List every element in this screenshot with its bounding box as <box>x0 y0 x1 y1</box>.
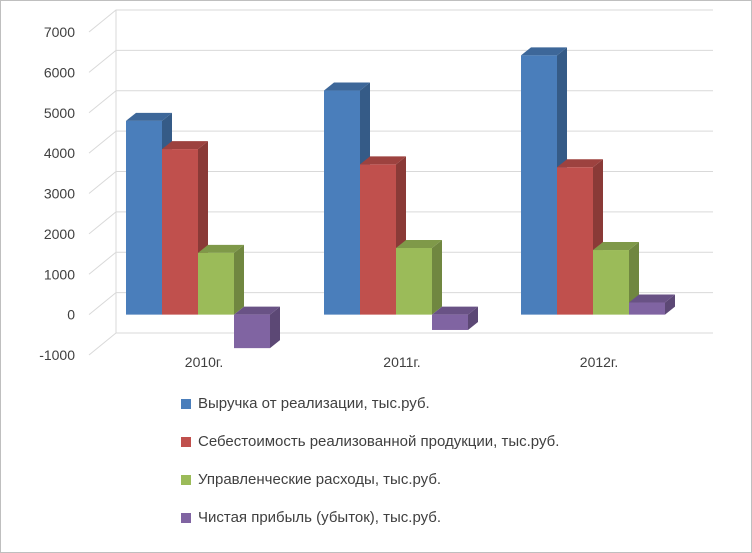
bar-front <box>593 250 629 315</box>
bar-top <box>198 244 244 253</box>
legend-swatch <box>181 399 191 409</box>
bar-top <box>324 82 370 91</box>
y-tick-label: -1000 <box>39 347 75 363</box>
x-axis-categories: 2010г. 2011г. 2012г. <box>185 354 618 370</box>
x-category-label: 2010г. <box>185 354 223 370</box>
bar-front <box>126 120 162 315</box>
bar-top <box>126 112 172 121</box>
bar-top <box>396 240 442 249</box>
bar-front <box>324 90 360 315</box>
bar <box>198 244 244 315</box>
bar-side <box>629 242 639 315</box>
y-tick-label: 4000 <box>44 145 75 161</box>
grid-layer <box>88 9 713 356</box>
bar-top <box>521 47 567 56</box>
bar <box>432 306 478 330</box>
y-tick-label: 5000 <box>44 105 75 121</box>
bar-side <box>432 240 442 315</box>
bar-front <box>360 164 396 315</box>
x-category-label: 2011г. <box>383 354 420 370</box>
bar <box>629 294 675 315</box>
gridline <box>88 90 713 114</box>
y-tick-label: 1000 <box>44 266 75 282</box>
y-tick-label: 0 <box>67 307 75 323</box>
bar-top <box>432 306 478 315</box>
bar-front <box>198 252 234 315</box>
y-axis-ticks: -1000 0 1000 2000 3000 4000 5000 6000 7000 <box>39 24 75 363</box>
gridline <box>88 332 713 356</box>
bar-front <box>557 167 593 315</box>
bar-front <box>432 314 468 330</box>
bar-top <box>360 156 406 165</box>
bar <box>360 156 406 315</box>
bar-top <box>557 159 603 168</box>
legend-label: Выручка от реализации, тыс.руб. <box>198 395 430 412</box>
y-tick-label: 7000 <box>44 24 75 40</box>
y-tick-label: 6000 <box>44 64 75 80</box>
legend-swatch <box>181 475 191 485</box>
bar-top <box>234 306 280 315</box>
y-tick-label: 3000 <box>44 186 75 202</box>
bar-front <box>396 248 432 315</box>
legend-label: Управленческие расходы, тыс.руб. <box>198 471 442 488</box>
bar-top <box>593 242 639 251</box>
bar-side <box>234 244 244 315</box>
legend-swatch <box>181 437 191 447</box>
legend-label: Чистая прибыль (убыток), тыс.руб. <box>198 509 442 526</box>
bar-top <box>629 294 675 303</box>
bar-side <box>468 306 478 330</box>
bar-top <box>162 141 208 150</box>
bars <box>126 47 675 349</box>
bar-side <box>665 294 675 315</box>
legend-label: Себестоимость реализованной продукции, т… <box>198 433 560 450</box>
bar-front <box>162 149 198 315</box>
bar-front <box>521 55 557 315</box>
bar <box>593 242 639 315</box>
bar-front <box>629 302 665 315</box>
legend-swatch <box>181 513 191 523</box>
bar <box>396 240 442 315</box>
bar-front <box>234 314 270 349</box>
bar-side <box>270 306 280 349</box>
x-category-label: 2012г. <box>580 354 618 370</box>
gridline <box>88 49 713 73</box>
y-tick-label: 2000 <box>44 226 75 242</box>
bar <box>234 306 280 349</box>
gridline <box>88 9 713 33</box>
